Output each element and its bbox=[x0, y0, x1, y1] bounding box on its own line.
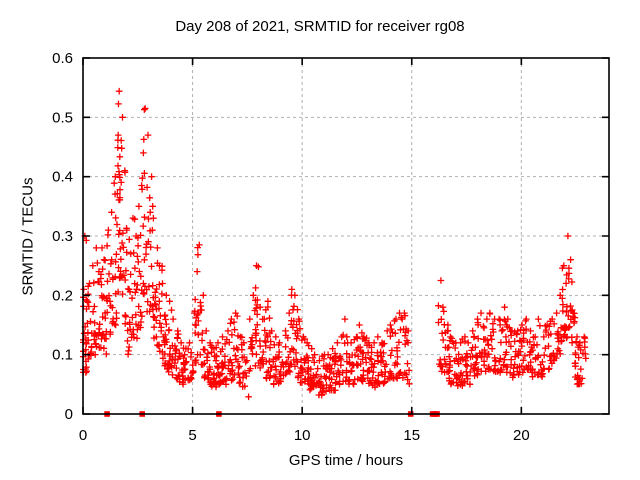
y-tick-label: 0.2 bbox=[52, 287, 73, 304]
scatter-series-plus-markers bbox=[80, 87, 590, 401]
y-tick-label: 0.1 bbox=[52, 347, 73, 364]
x-axis-label: GPS time / hours bbox=[288, 452, 404, 469]
grid-lines bbox=[83, 58, 609, 414]
chart-title: Day 208 of 2021, SRMTID for receiver rg0… bbox=[175, 18, 465, 35]
y-tick-label: 0 bbox=[65, 406, 73, 423]
y-tick-label: 0.5 bbox=[52, 109, 73, 126]
x-tick-label: 15 bbox=[403, 427, 420, 444]
y-tick-label: 0.3 bbox=[52, 228, 73, 245]
x-tick-label: 20 bbox=[513, 427, 530, 444]
y-tick-label: 0.6 bbox=[52, 50, 73, 67]
x-tick-label: 0 bbox=[79, 427, 87, 444]
x-tick-label: 5 bbox=[188, 427, 196, 444]
y-tick-label: 0.4 bbox=[52, 169, 73, 186]
x-tick-label: 10 bbox=[294, 427, 311, 444]
tick-marks bbox=[82, 57, 609, 415]
